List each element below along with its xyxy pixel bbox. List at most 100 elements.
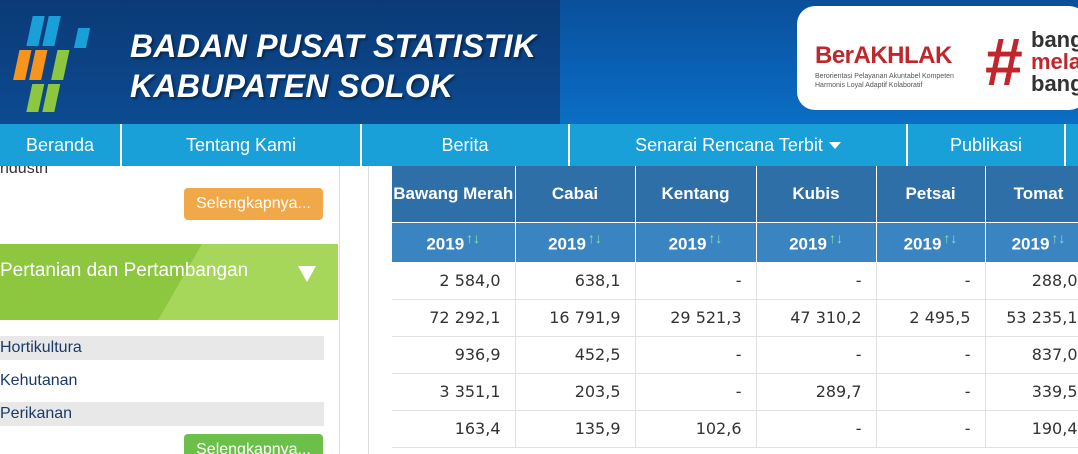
bangga-word-3: bang bbox=[1031, 71, 1078, 96]
sort-arrows-icon[interactable]: ↑↓ bbox=[708, 229, 723, 246]
table-cell: 2 584,0 bbox=[392, 262, 516, 300]
category-label: Pertanian dan Pertambangan bbox=[0, 260, 249, 281]
year-label: 2019 bbox=[548, 234, 586, 254]
table-cell: 936,9 bbox=[392, 336, 516, 374]
category-header[interactable]: Pertanian dan Pertambangan bbox=[0, 244, 338, 320]
table-cell: 638,1 bbox=[515, 262, 636, 300]
berakhlak-subtitle: Berorientasi Pelayanan Akuntabel Kompete… bbox=[815, 73, 954, 89]
year-header[interactable]: 2019 ↑↓ bbox=[985, 221, 1078, 262]
table-cell: - bbox=[876, 410, 986, 448]
bangga-word-1: bang bbox=[1031, 27, 1078, 52]
year-header[interactable]: 2019 ↑↓ bbox=[756, 221, 877, 262]
table-cell: 339,5 bbox=[985, 373, 1078, 411]
nav-berita[interactable]: Berita bbox=[362, 124, 570, 166]
year-label: 2019 bbox=[668, 234, 707, 254]
table-cell: - bbox=[756, 336, 877, 374]
header-row-years: 2019 ↑↓ 2019 ↑↓ 2019 ↑↓ 2019 ↑↓ 2019 ↑↓ 2019 ↑… bbox=[392, 221, 1078, 262]
site-title: BADAN PUSAT STATISTIK KABUPATEN SOLOK bbox=[130, 26, 536, 106]
bangga-word-2: mela bbox=[1031, 49, 1078, 74]
berakhlak-logo: BerAKHLAK bbox=[815, 42, 952, 69]
hashtag-glyph: # bbox=[985, 24, 1023, 100]
year-header[interactable]: 2019 ↑↓ bbox=[635, 221, 757, 262]
nav-label: Beranda bbox=[25, 134, 95, 155]
bps-logo-icon[interactable] bbox=[4, 10, 116, 114]
category-stripe bbox=[158, 244, 338, 320]
table-cell: 102,6 bbox=[635, 410, 757, 448]
content-divider bbox=[368, 166, 369, 454]
year-label: 2019 bbox=[903, 234, 942, 254]
nav-tentang-kami[interactable]: Tentang Kami bbox=[122, 124, 362, 166]
title-line-2: KABUPATEN SOLOK bbox=[130, 68, 454, 104]
table-cell: - bbox=[635, 373, 757, 411]
nav-label: Berita bbox=[441, 134, 489, 155]
sort-arrows-icon[interactable]: ↑↓ bbox=[1051, 229, 1066, 246]
year-header[interactable]: 2019 ↑↓ bbox=[515, 221, 636, 262]
nav-publikasi[interactable]: Publikasi bbox=[908, 124, 1066, 166]
data-table-container: Bawang Merah Cabai Kentang Kubis Petsai … bbox=[392, 166, 1078, 454]
nav-overflow[interactable] bbox=[1066, 124, 1078, 166]
column-header: Tomat bbox=[985, 166, 1078, 222]
table-cell: - bbox=[635, 262, 757, 300]
table-cell: 288,0 bbox=[985, 262, 1078, 300]
table-row: 936,9 452,5 - - - 837,0 bbox=[392, 336, 1078, 374]
year-header[interactable]: 2019 ↑↓ bbox=[392, 221, 516, 262]
sidebar: ndustri Selengkapnya... Pertanian dan Pe… bbox=[0, 166, 340, 454]
table-cell: 163,4 bbox=[392, 410, 516, 448]
sort-arrows-icon[interactable]: ↑↓ bbox=[828, 229, 843, 246]
year-label: 2019 bbox=[1011, 234, 1050, 254]
more-button-2[interactable]: Selengkapnya... bbox=[184, 434, 323, 454]
table-cell: 16 791,9 bbox=[515, 299, 636, 337]
table-cell: 135,9 bbox=[515, 410, 636, 448]
sidebar-item-perikanan[interactable]: Perikanan bbox=[0, 402, 324, 426]
caret-down-icon bbox=[828, 141, 841, 149]
table-cell: - bbox=[876, 262, 986, 300]
table-row: 163,4 135,9 102,6 - - 190,4 bbox=[392, 410, 1078, 448]
header-row-names: Bawang Merah Cabai Kentang Kubis Petsai … bbox=[392, 166, 1078, 222]
table-cell: 3 351,1 bbox=[392, 373, 516, 411]
triangle-down-icon[interactable] bbox=[298, 266, 316, 282]
column-header: Petsai bbox=[876, 166, 986, 222]
table-cell: 190,4 bbox=[985, 410, 1078, 448]
column-header: Bawang Merah bbox=[392, 166, 516, 222]
column-header: Cabai bbox=[515, 166, 636, 222]
sort-arrows-icon[interactable]: ↑↓ bbox=[466, 229, 481, 246]
site-header: BADAN PUSAT STATISTIK KABUPATEN SOLOK Be… bbox=[0, 0, 1078, 124]
table-row: 72 292,1 16 791,9 29 521,3 47 310,2 2 49… bbox=[392, 299, 1078, 337]
table-cell: - bbox=[756, 410, 877, 448]
sort-arrows-icon[interactable]: ↑↓ bbox=[943, 229, 958, 246]
bangga-melayani-logo: # bang mela bang bbox=[985, 24, 1078, 104]
table-cell: - bbox=[876, 373, 986, 411]
sidebar-item-hortikultura[interactable]: Hortikultura bbox=[0, 336, 324, 360]
table-cell: 2 495,5 bbox=[876, 299, 986, 337]
sort-arrows-icon[interactable]: ↑↓ bbox=[587, 229, 602, 246]
nav-beranda[interactable]: Beranda bbox=[0, 124, 122, 166]
nav-label: Senarai Rencana Terbit bbox=[635, 134, 823, 155]
year-header[interactable]: 2019 ↑↓ bbox=[876, 221, 986, 262]
data-table: Bawang Merah Cabai Kentang Kubis Petsai … bbox=[392, 166, 1078, 448]
nav-label: Tentang Kami bbox=[185, 134, 297, 155]
table-cell: 289,7 bbox=[756, 373, 877, 411]
column-header: Kubis bbox=[756, 166, 877, 222]
table-cell: - bbox=[756, 262, 877, 300]
more-button[interactable]: Selengkapnya... bbox=[184, 188, 323, 220]
table-cell: - bbox=[635, 336, 757, 374]
table-cell: 72 292,1 bbox=[392, 299, 516, 337]
title-line-1: BADAN PUSAT STATISTIK bbox=[130, 28, 537, 64]
year-label: 2019 bbox=[789, 234, 827, 254]
nav-label: Publikasi bbox=[949, 134, 1023, 155]
table-cell: 837,0 bbox=[985, 336, 1078, 374]
nav-senarai-rencana-terbit[interactable]: Senarai Rencana Terbit bbox=[570, 124, 908, 166]
table-cell: 53 235,1 bbox=[985, 299, 1078, 337]
table-cell: 29 521,3 bbox=[635, 299, 757, 337]
sidebar-prev-item[interactable]: ndustri bbox=[0, 166, 49, 177]
table-row: 3 351,1 203,5 - 289,7 - 339,5 bbox=[392, 373, 1078, 411]
table-cell: 452,5 bbox=[515, 336, 636, 374]
table-cell: 47 310,2 bbox=[756, 299, 877, 337]
berakhlak-badge: BerAKHLAK Berorientasi Pelayanan Akuntab… bbox=[797, 6, 1078, 110]
year-label: 2019 bbox=[426, 234, 465, 254]
table-row: 2 584,0 638,1 - - - 288,0 bbox=[392, 262, 1078, 300]
table-cell: - bbox=[876, 336, 986, 374]
main-nav: Beranda Tentang Kami Berita Senarai Renc… bbox=[0, 124, 1078, 166]
column-header: Kentang bbox=[635, 166, 757, 222]
sidebar-item-kehutanan[interactable]: Kehutanan bbox=[0, 372, 78, 389]
